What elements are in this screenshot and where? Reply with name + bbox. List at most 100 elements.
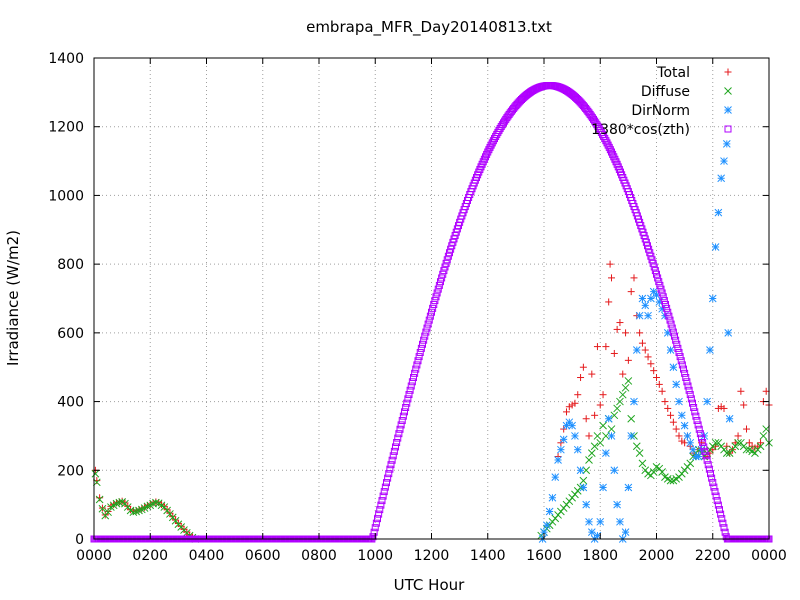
data-point-square	[392, 443, 399, 451]
data-point-square	[711, 488, 719, 496]
data-point-plus	[757, 439, 765, 447]
data-point-square	[380, 488, 388, 496]
data-point-star	[545, 507, 554, 516]
data-point-cross	[129, 508, 138, 517]
data-point-plus	[664, 404, 672, 412]
data-point-square	[381, 483, 389, 491]
data-point-star	[554, 456, 562, 464]
data-point-square	[422, 328, 430, 336]
data-point-star	[669, 363, 678, 372]
data-point-square	[439, 270, 447, 278]
data-point-square	[698, 434, 705, 442]
x-tick-label: 0000	[76, 548, 112, 564]
x-tick-label: 0600	[245, 548, 281, 564]
data-point-star	[621, 528, 630, 536]
data-point-square	[710, 483, 718, 491]
data-point-square	[648, 256, 656, 264]
data-point-cross	[152, 498, 160, 507]
data-point-square	[654, 274, 662, 282]
data-point-plus	[577, 374, 585, 382]
data-point-cross	[638, 459, 647, 468]
x-tick-label: 1800	[582, 548, 618, 564]
data-point-plus	[610, 349, 618, 357]
data-point-cross	[91, 469, 100, 478]
data-point-square	[384, 474, 392, 482]
data-point-square	[378, 497, 386, 505]
data-point-square	[426, 312, 434, 320]
data-point-star	[722, 140, 731, 148]
data-point-square	[714, 501, 722, 509]
data-point-square	[667, 320, 675, 328]
data-point-plus	[619, 370, 627, 378]
data-point-square	[375, 510, 383, 518]
data-point-square	[671, 332, 678, 340]
data-point-star	[571, 432, 579, 440]
data-point-square	[385, 470, 393, 478]
data-point-square	[685, 386, 693, 394]
data-point-square	[604, 141, 612, 149]
data-point-cross	[649, 468, 658, 476]
data-point-plus	[579, 363, 587, 371]
data-point-square	[399, 412, 407, 420]
data-point-plus	[588, 370, 596, 378]
data-point-square	[444, 252, 452, 260]
data-point-square	[672, 336, 680, 344]
data-point-square	[419, 340, 426, 348]
data-point-square	[683, 378, 691, 386]
data-point-square	[656, 281, 664, 289]
data-point-square	[678, 361, 686, 369]
data-point-square	[420, 336, 428, 344]
y-tick-label: 1400	[48, 51, 84, 67]
data-point-square	[379, 492, 387, 500]
data-point-square	[437, 278, 444, 286]
data-point-square	[708, 474, 716, 482]
data-point-cross	[95, 495, 104, 504]
data-point-square	[691, 408, 699, 416]
data-point-square	[423, 324, 431, 332]
data-point-square	[713, 497, 721, 505]
data-point-cross	[613, 404, 621, 413]
data-point-square	[684, 382, 692, 390]
data-point-square	[693, 417, 701, 425]
data-point-plus	[644, 353, 652, 361]
data-point-star	[557, 445, 565, 454]
x-tick-label: 1400	[470, 548, 506, 564]
chart-title: embrapa_MFR_Day20140813.txt	[306, 18, 552, 37]
data-point-square	[720, 524, 728, 532]
data-point-square	[417, 344, 425, 352]
data-point-cross	[98, 504, 107, 513]
data-point-square	[484, 148, 492, 156]
data-point-star	[672, 380, 681, 389]
data-point-square	[442, 259, 450, 267]
data-point-star	[548, 493, 557, 502]
data-point-plus	[608, 274, 615, 282]
data-point-square	[393, 438, 401, 446]
data-point-square	[415, 353, 423, 361]
data-point-square	[659, 293, 667, 301]
data-point-star	[585, 517, 593, 526]
legend-label: 1380*cos(zth)	[591, 122, 690, 138]
data-point-star	[616, 517, 624, 526]
y-tick-label: 800	[57, 257, 84, 273]
legend-marker	[724, 87, 732, 95]
data-point-square	[395, 430, 403, 438]
x-tick-label: 2200	[695, 548, 731, 564]
data-point-square	[687, 395, 695, 403]
y-axis-label: Irradiance (W/m2)	[4, 230, 22, 366]
data-point-square	[407, 382, 415, 390]
data-point-square	[611, 155, 619, 163]
data-point-square	[669, 328, 677, 336]
data-point-square	[649, 259, 657, 267]
data-point-cross	[759, 432, 768, 440]
data-point-star	[599, 483, 607, 492]
data-point-cross	[104, 508, 112, 517]
data-point-square	[665, 312, 673, 320]
data-point-plus	[596, 401, 604, 409]
data-point-cross	[632, 442, 641, 451]
data-point-star	[579, 483, 588, 492]
data-point-square	[406, 386, 414, 394]
data-point-plus	[743, 425, 750, 433]
data-point-square	[664, 308, 672, 316]
data-point-square	[702, 452, 710, 460]
data-point-square	[658, 289, 666, 297]
